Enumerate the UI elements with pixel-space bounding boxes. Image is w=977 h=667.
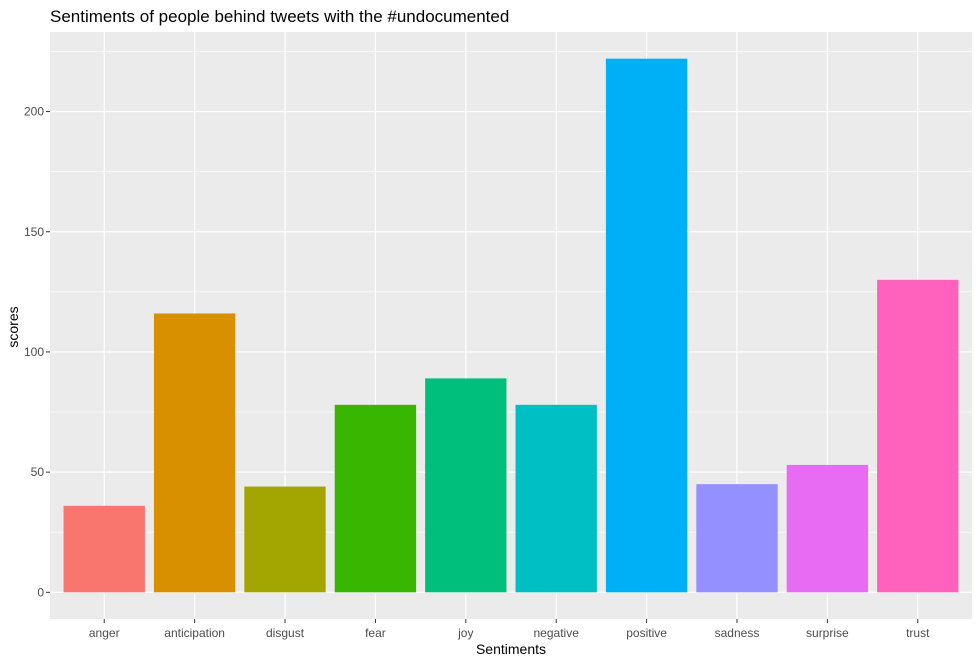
x-tick-label-anger: anger (89, 626, 120, 640)
x-tick-label-positive: positive (626, 626, 667, 640)
x-tick-label-anticipation: anticipation (164, 626, 225, 640)
x-axis-label: Sentiments (476, 641, 546, 657)
y-tick-label: 200 (24, 105, 44, 119)
x-tick-label-joy: joy (457, 626, 473, 640)
bar-positive (605, 58, 688, 593)
y-tick-label: 50 (31, 465, 45, 479)
y-tick-label: 150 (24, 225, 44, 239)
bar-fear (334, 404, 417, 593)
bars (63, 58, 959, 593)
x-tick-label-fear: fear (365, 626, 386, 640)
bar-sadness (696, 484, 778, 593)
chart-title: Sentiments of people behind tweets with … (50, 7, 509, 26)
bar-anticipation (153, 313, 236, 593)
y-tick-label: 100 (24, 345, 44, 359)
y-tick-label: 0 (37, 585, 44, 599)
y-axis-label: scores (5, 306, 21, 347)
bar-anger (63, 505, 145, 593)
x-tick-label-trust: trust (906, 626, 930, 640)
bar-disgust (244, 486, 326, 593)
bar-joy (425, 378, 507, 593)
bar-surprise (786, 464, 869, 593)
x-tick-label-sadness: sadness (715, 626, 760, 640)
x-tick-label-negative: negative (534, 626, 580, 640)
bar-trust (877, 279, 959, 593)
x-tick-label-surprise: surprise (806, 626, 849, 640)
x-tick-label-disgust: disgust (266, 626, 305, 640)
x-axis-ticks: anger anticipation disgust fear joy negative p… (89, 619, 930, 640)
y-axis-ticks: 0 50 100 150 200 (24, 105, 50, 599)
bar-negative (515, 404, 597, 593)
